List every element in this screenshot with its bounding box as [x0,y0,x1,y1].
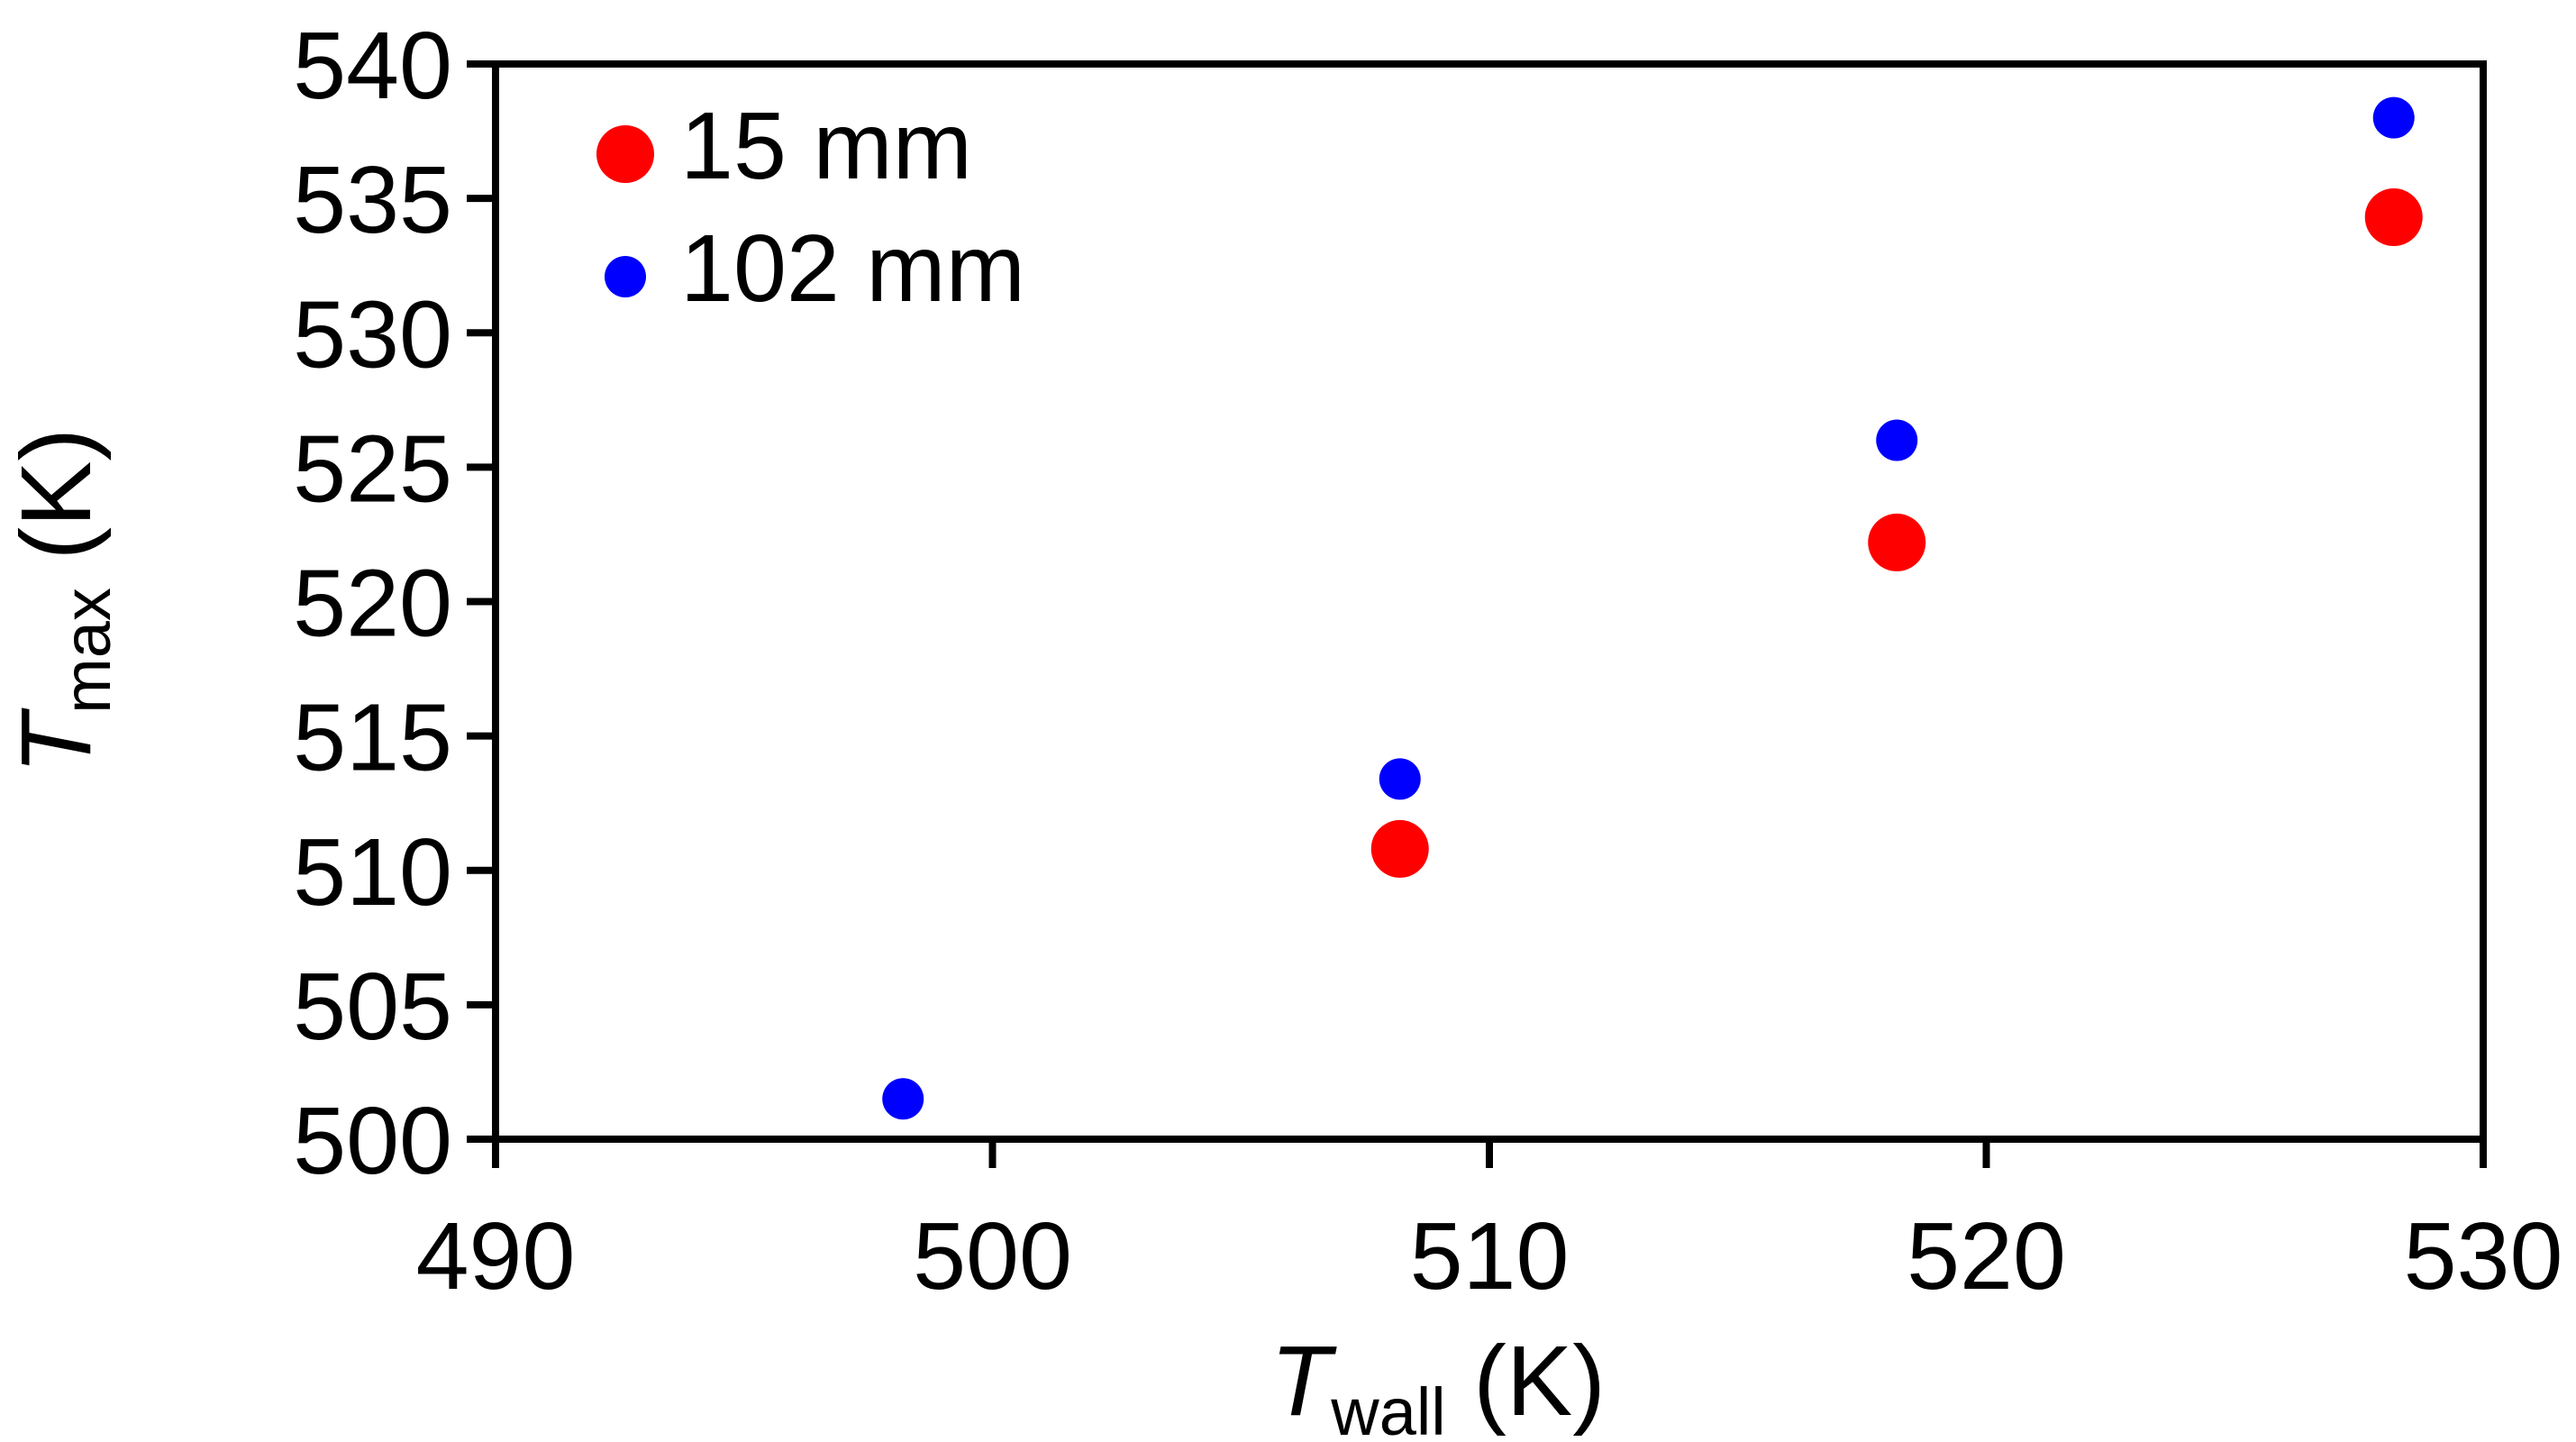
legend-label-102mm: 102 mm [680,215,1025,322]
x-tick-label: 510 [1410,1203,1570,1310]
y-tick-label: 505 [293,954,452,1060]
y-tick-label: 500 [293,1088,452,1194]
y-tick-label: 530 [293,281,452,388]
y-axis-label-unit: (K) [1,428,112,588]
data-point-15mm [2364,188,2423,247]
x-tick-label: 500 [913,1203,1072,1310]
y-axis-label-subscript: max [50,588,124,714]
x-tick-label: 530 [2404,1203,2563,1310]
x-axis-label-main: T [1270,1326,1337,1437]
data-point-15mm [1868,513,1926,571]
x-axis-ticks: 490 500 510 520 530 [416,1139,2563,1310]
legend-label-15mm: 15 mm [680,93,972,199]
plot-area-frame [492,60,2487,1143]
x-tick-label: 490 [416,1203,576,1310]
legend: 15 mm 102 mm [596,93,1025,322]
y-axis-ticks: 500 505 510 515 520 525 530 535 540 [293,13,496,1194]
x-axis-label-unit: (K) [1446,1326,1606,1437]
data-point-102mm [2372,96,2415,139]
x-axis-label: Twall (K) [1270,1326,1606,1442]
data-point-102mm [882,1078,924,1120]
legend-marker-15mm [596,125,654,183]
x-axis-label-subscript: wall [1330,1374,1445,1442]
y-tick-label: 515 [293,685,452,791]
data-point-102mm [1379,758,1421,800]
y-tick-label: 525 [293,415,452,522]
data-point-15mm [1370,819,1429,878]
y-axis-label-main: T [1,707,112,774]
y-tick-label: 535 [293,147,452,253]
data-point-102mm [1876,419,1918,461]
y-tick-label: 540 [293,13,452,119]
y-axis-label: Tmax (K) [1,428,124,774]
x-tick-label: 520 [1907,1203,2066,1310]
y-tick-label: 520 [293,551,452,657]
legend-marker-102mm [605,256,646,297]
y-tick-label: 510 [293,819,452,926]
data-points [882,96,2423,1120]
